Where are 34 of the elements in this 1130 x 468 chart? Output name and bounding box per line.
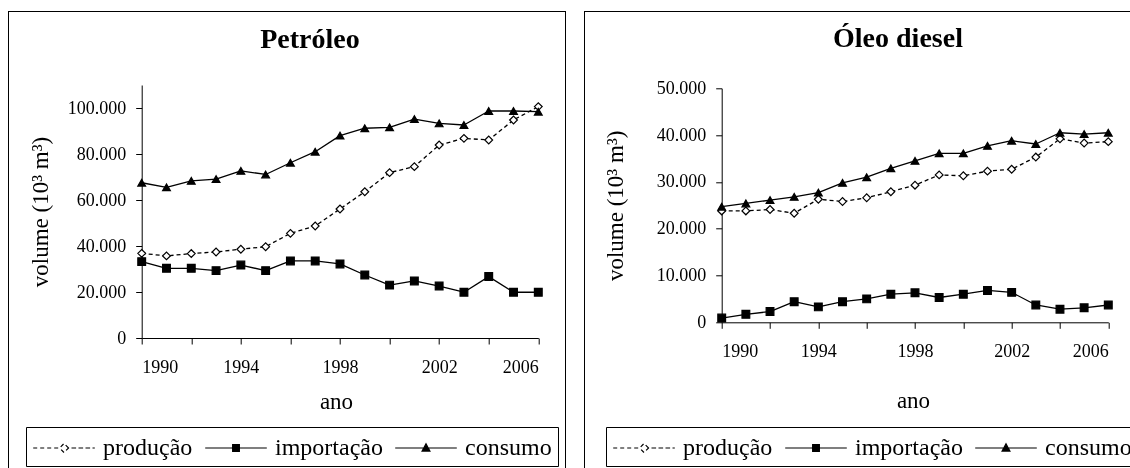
y-tick-label: 40.000 xyxy=(76,235,127,256)
chart-title: Petróleo xyxy=(260,23,360,54)
y-tick-label: 50.000 xyxy=(656,77,707,98)
y-axis-title: volume (10³ m³) xyxy=(602,130,628,282)
y-tick-label: 20.000 xyxy=(656,218,707,239)
legend-label: importação xyxy=(855,434,963,460)
x-axis-title: ano xyxy=(896,387,931,413)
legend-label: consumo xyxy=(465,434,552,460)
legend-label: produção xyxy=(103,434,193,460)
x-tick-label: 2002 xyxy=(994,340,1031,361)
y-tick-label: 0 xyxy=(117,327,127,348)
x-tick-label: 1998 xyxy=(897,340,934,361)
legend-label: importação xyxy=(275,434,383,460)
x-tick-label: 1994 xyxy=(800,340,837,361)
x-tick-label: 1990 xyxy=(142,356,179,377)
legend-label: produção xyxy=(683,434,773,460)
x-tick-label: 1998 xyxy=(322,356,359,377)
y-tick-label: 60.000 xyxy=(76,189,127,210)
y-tick-label: 20.000 xyxy=(76,281,127,302)
x-axis-title: ano xyxy=(319,388,354,414)
x-tick-label: 1990 xyxy=(722,340,759,361)
y-tick-label: 80.000 xyxy=(76,143,127,164)
y-axis-title: volume (10³ m³) xyxy=(27,136,53,288)
y-tick-label: 40.000 xyxy=(656,124,707,145)
x-tick-label: 2002 xyxy=(421,356,458,377)
y-tick-label: 30.000 xyxy=(656,171,707,192)
y-tick-label: 100.000 xyxy=(67,97,127,118)
chart-title: Óleo diesel xyxy=(833,22,964,53)
x-tick-label: 2006 xyxy=(502,356,539,377)
y-tick-label: 10.000 xyxy=(656,265,707,285)
legend-label: consumo xyxy=(1045,434,1130,460)
x-tick-label: 1994 xyxy=(223,356,260,377)
x-tick-label: 2006 xyxy=(1072,340,1109,361)
y-tick-label: 0 xyxy=(697,311,707,332)
